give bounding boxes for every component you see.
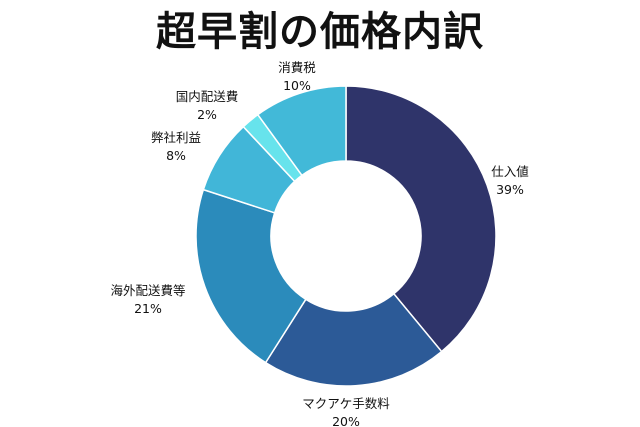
slice-label-1: 仕入値 <box>491 164 529 179</box>
slice-value-label-1: 39% <box>496 182 524 197</box>
slice-3 <box>195 188 307 364</box>
slice-2 <box>264 292 443 387</box>
slice-label-4: 弊社利益 <box>151 130 201 145</box>
slice-value-label-6: 10% <box>283 78 311 93</box>
slice-1 <box>345 85 497 353</box>
slice-6 <box>256 85 347 177</box>
chart-title: 超早割の価格内訳 <box>156 9 484 55</box>
slice-label-2: マクアケ手数料 <box>302 396 390 411</box>
slice-label-6: 消費税 <box>278 60 316 75</box>
slice-value-label-2: 20% <box>332 414 360 427</box>
slice-value-label-5: 2% <box>197 107 217 122</box>
slice-value-label-3: 21% <box>134 301 162 316</box>
slice-label-5: 国内配送費 <box>176 89 239 104</box>
slice-label-3: 海外配送費等 <box>110 283 185 298</box>
slice-value-label-4: 8% <box>166 148 186 163</box>
